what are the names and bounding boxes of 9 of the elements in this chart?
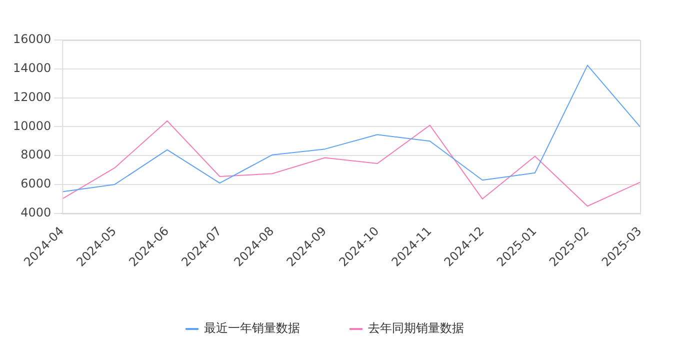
y-tick-label: 8000 (20, 148, 52, 162)
y-tick-label: 14000 (12, 61, 52, 76)
y-tick-label: 6000 (20, 176, 52, 191)
legend-label: 去年同期销量数据 (368, 321, 464, 336)
y-tick-label: 12000 (12, 90, 52, 104)
legend-label: 最近一年销量数据 (204, 321, 300, 336)
y-tick-label: 10000 (12, 118, 52, 133)
y-tick-label: 16000 (12, 32, 52, 46)
y-tick-label: 4000 (20, 205, 52, 220)
